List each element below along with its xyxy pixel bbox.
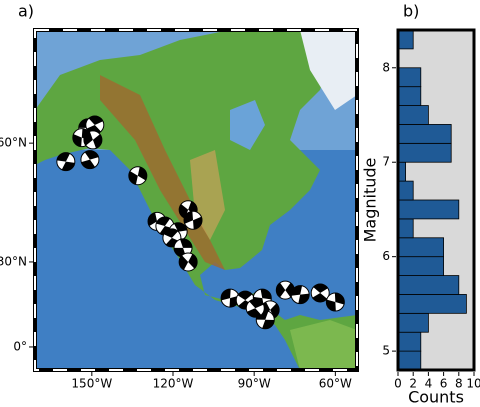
hudson-bay [230,100,265,150]
x-tick-label: 2 [409,377,417,391]
x-tick-label: 150°W [71,377,112,391]
beachball-wedge [221,289,240,308]
beachball-wedge [179,201,198,219]
beachball [80,150,100,170]
x-tick-label: 90°W [238,377,271,391]
greenland [300,30,357,110]
south-america [290,320,357,370]
beachball [128,166,148,186]
panel-label: b) [403,2,419,21]
x-tick-label: 8 [455,377,463,391]
beachball-wedge [246,299,264,318]
bar [397,67,422,88]
beachball-wedge [184,211,203,230]
beachball-wedge [276,282,295,298]
x-tick-label: 60°W [319,377,352,391]
bar [397,256,444,276]
bar [397,124,452,144]
y-tick-label: 60°N [0,136,27,150]
beachball-wedge [83,131,102,149]
map-marks [56,115,345,330]
bar [397,180,414,201]
beachball [310,283,330,303]
y-tick-label: 0° [13,339,27,353]
beachball [245,298,265,318]
bar [397,86,422,106]
x-tick-label: 10 [466,377,480,391]
bar [397,312,429,333]
y-tick-label: 6 [382,249,390,263]
beachball [325,292,345,312]
x-axis-label: Counts [408,388,464,407]
bar [397,29,414,50]
y-tick-label: 8 [382,60,390,74]
beachball-wedge [56,152,75,171]
map-background [35,30,357,370]
beachball-wedge [128,166,147,185]
y-tick-label: 5 [382,344,390,358]
beachball [275,280,295,300]
bar [397,105,429,125]
beachball-wedge [312,283,328,302]
x-tick-label: 4 [425,377,433,391]
beachball-wedge [81,150,99,169]
bar [397,350,422,371]
beachball-wedge [291,285,310,304]
beachball [85,115,105,135]
bar [397,199,460,220]
y-axis-label: Magnitude [361,158,380,243]
beachball-wedge [179,253,198,270]
beachball [56,152,76,172]
y-tick-label: 7 [382,155,390,169]
panel-label: a) [18,2,34,21]
beachball [83,130,103,150]
bar [397,275,460,295]
beachball [290,285,310,305]
bar [397,142,452,163]
plot-frame [396,28,476,372]
beachball-wedge [86,115,104,134]
x-tick-label: 0 [394,377,402,391]
bar [397,331,422,352]
bar [397,218,414,239]
x-tick-label: 120°W [153,377,194,391]
map-frame-fancy [34,29,358,371]
bar [397,237,444,258]
y-tick-label: 30°N [0,254,27,268]
beachball [178,252,198,272]
x-tick-label: 6 [440,377,448,391]
beachball-wedge [174,238,193,257]
beachball-wedge [326,293,345,312]
bar [397,294,467,314]
beachball [183,210,203,230]
